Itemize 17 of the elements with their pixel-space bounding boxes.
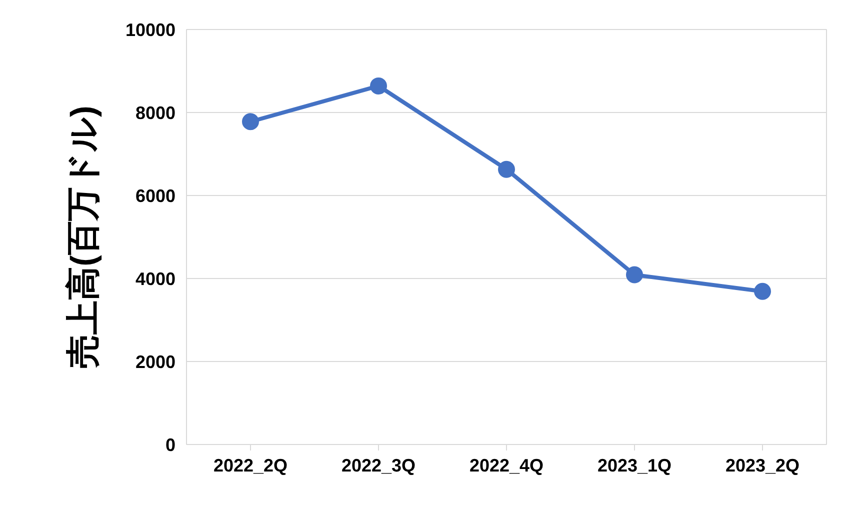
point bbox=[498, 160, 515, 178]
x-tick-label: 2023_2Q bbox=[725, 456, 800, 476]
x-tick-label: 2022_4Q bbox=[469, 456, 544, 476]
point bbox=[626, 266, 643, 284]
point bbox=[242, 113, 259, 130]
y-tick-label: 10000 bbox=[125, 20, 176, 40]
y-tick-label: 8000 bbox=[135, 103, 176, 123]
y-tick-label: 2000 bbox=[135, 352, 176, 372]
x-tick-label: 2022_2Q bbox=[213, 456, 288, 476]
y-tick-label: 4000 bbox=[135, 269, 176, 289]
x-tick-label: 2023_1Q bbox=[597, 456, 672, 476]
y-tick-label: 6000 bbox=[135, 186, 176, 206]
point bbox=[754, 282, 771, 300]
point bbox=[370, 77, 387, 94]
y-axis-title: 売上高(百万ドル) bbox=[64, 106, 102, 368]
x-tick-label: 2022_3Q bbox=[341, 456, 416, 476]
y-tick-label: 0 bbox=[165, 435, 176, 455]
